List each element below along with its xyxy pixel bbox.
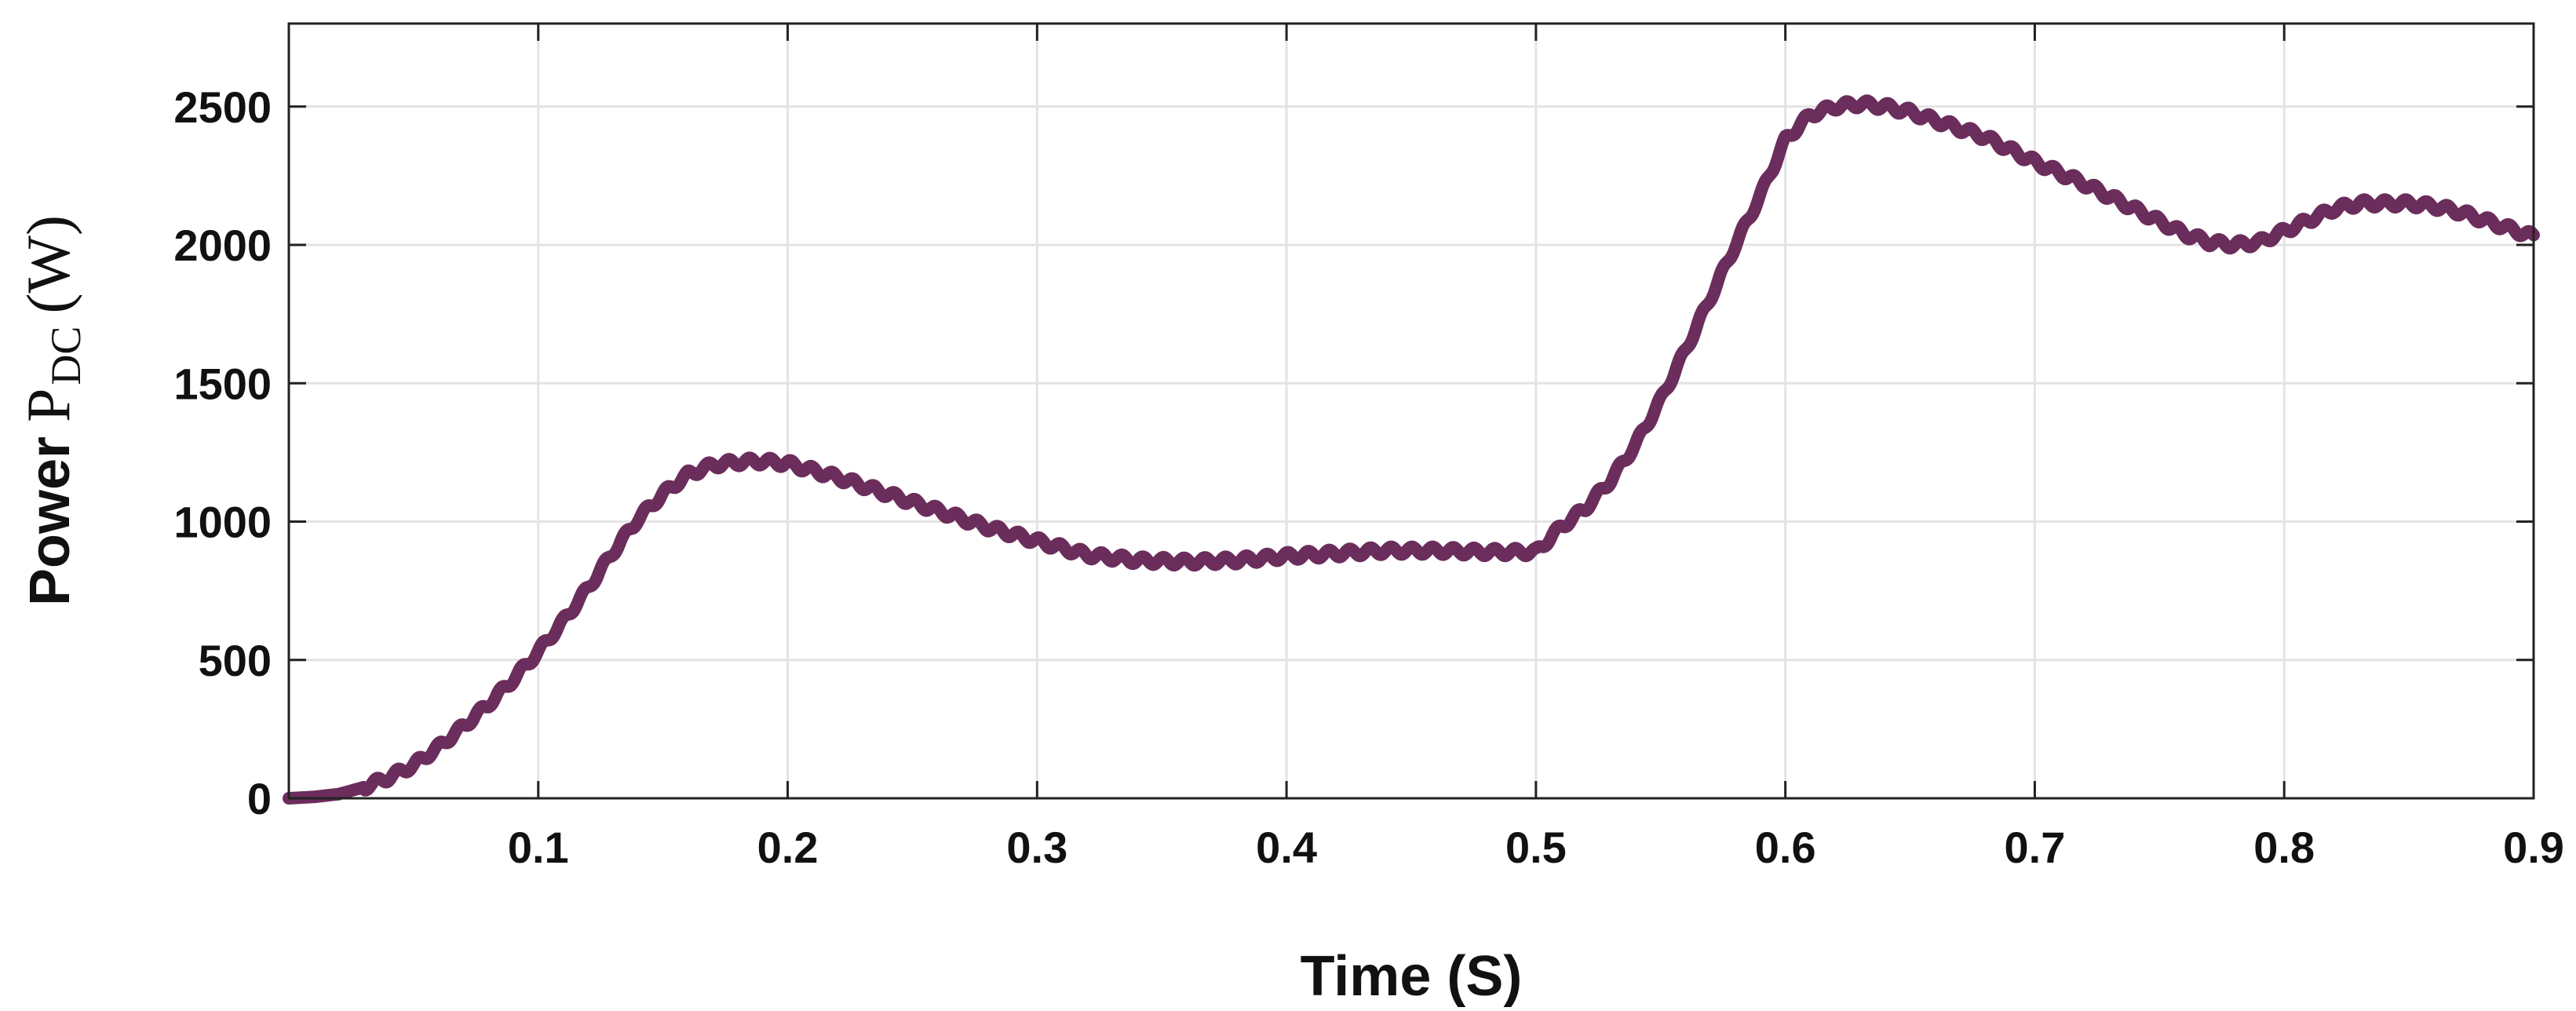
x-tick-label: 0.1 (508, 823, 569, 872)
y-tick-label: 2500 (173, 82, 272, 132)
x-tick-label: 0.4 (1256, 823, 1317, 872)
y-axis-title-subscript: DC (42, 327, 89, 385)
y-axis-title: Power P DC (W) (14, 215, 89, 606)
y-tick-label: 1000 (173, 498, 272, 547)
power-series-line (283, 94, 2540, 805)
y-tick-label: 1500 (173, 359, 272, 408)
x-axis-title: Time (S) (1301, 945, 1523, 1008)
y-tick-label: 0 (247, 774, 272, 823)
x-tick-label: 0.7 (2005, 823, 2066, 872)
y-tick-labels: 0 500 1000 1500 2000 2500 (173, 82, 272, 823)
y-axis-title-prefix: Power (19, 436, 82, 606)
x-tick-label: 0.2 (757, 823, 819, 872)
y-tick-label: 500 (199, 636, 272, 685)
x-tick-label: 0.6 (1755, 823, 1816, 872)
x-tick-label: 0.5 (1505, 823, 1567, 872)
plot-frame (287, 22, 2535, 800)
tick-marks (289, 24, 2535, 800)
y-axis-title-symbol: P (14, 389, 82, 422)
series-layer (283, 94, 2540, 805)
x-tick-labels: 0.1 0.2 0.3 0.4 0.5 0.6 0.7 0.8 0.9 (508, 823, 2564, 872)
x-tick-label: 0.9 (2503, 823, 2564, 872)
x-tick-label: 0.3 (1006, 823, 1067, 872)
y-axis-title-unit: (W) (14, 215, 82, 314)
plot-area (289, 24, 2534, 798)
x-tick-label: 0.8 (2253, 823, 2315, 872)
y-tick-label: 2000 (173, 221, 272, 270)
